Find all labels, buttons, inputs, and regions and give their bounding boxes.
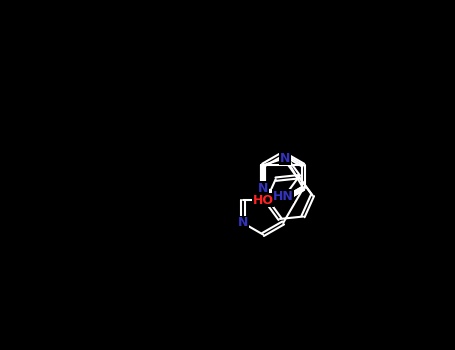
Text: HN: HN <box>273 190 293 203</box>
Text: N: N <box>258 182 268 195</box>
Text: N: N <box>280 152 290 164</box>
Text: N: N <box>238 216 248 230</box>
Text: HO: HO <box>253 194 273 207</box>
